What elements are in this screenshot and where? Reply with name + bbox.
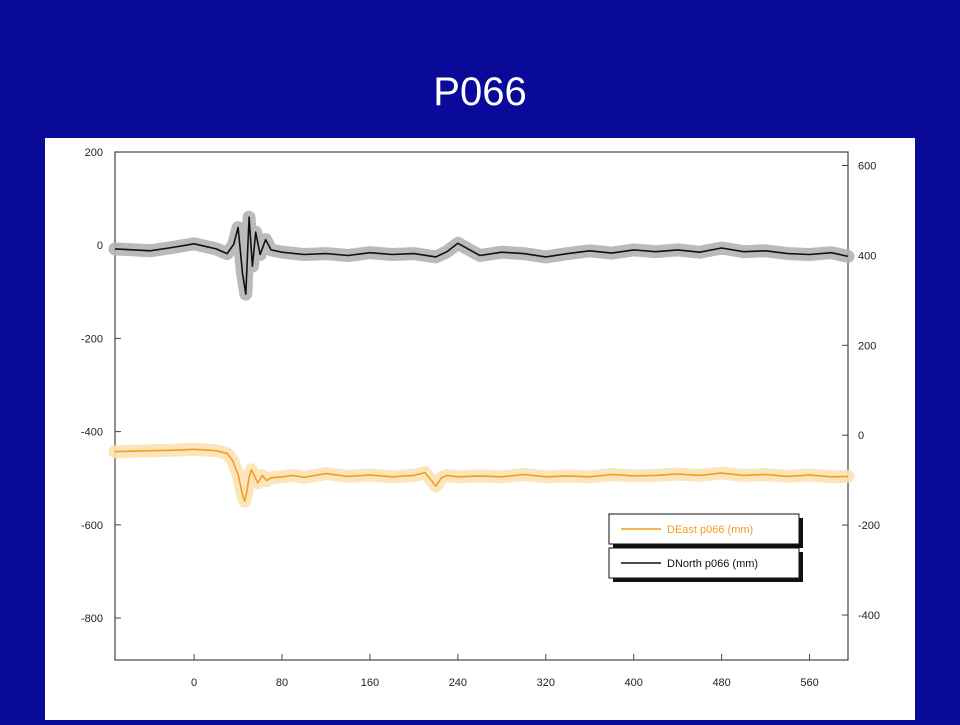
legend: DEast p066 (mm) DNorth p066 (mm) <box>608 513 803 582</box>
left-tick-label: -200 <box>81 333 103 345</box>
left-tick-label: -800 <box>81 613 103 625</box>
plot-panel: 200 0 -200 -400 -600 -800 600 400 200 0 -200 -400 … <box>45 138 915 720</box>
left-tick-label: -600 <box>81 520 103 532</box>
right-tick-label: 400 <box>858 250 876 262</box>
slide-title: P066 <box>433 70 527 114</box>
right-tick-label: -400 <box>858 610 880 622</box>
left-tick-label: 0 <box>97 240 103 252</box>
right-tick-label: -200 <box>858 520 880 532</box>
series-line <box>114 448 849 502</box>
bottom-axis: 0 80 160 240 320 400 480 560 <box>191 654 819 689</box>
legend-label: DEast p066 (mm) <box>667 524 753 536</box>
x-tick-label: 400 <box>625 677 643 689</box>
x-tick-label: 320 <box>537 677 555 689</box>
x-tick-label: 240 <box>449 677 467 689</box>
left-axis: 200 0 -200 -400 -600 -800 <box>81 147 121 625</box>
x-tick-label: 0 <box>191 677 197 689</box>
series-layer <box>108 210 855 508</box>
right-tick-label: 200 <box>858 340 876 352</box>
left-tick-label: -400 <box>81 427 103 439</box>
x-tick-label: 160 <box>361 677 379 689</box>
plot-frame <box>114 151 849 661</box>
left-tick-label: 200 <box>85 147 103 159</box>
legend-label: DNorth p066 (mm) <box>667 558 758 570</box>
series-line <box>114 216 849 295</box>
x-tick-label: 560 <box>800 677 818 689</box>
x-tick-label: 480 <box>712 677 730 689</box>
right-tick-label: 600 <box>858 160 876 172</box>
x-tick-label: 80 <box>276 677 288 689</box>
right-axis: 600 400 200 0 -200 -400 <box>842 160 880 622</box>
right-tick-label: 0 <box>858 430 864 442</box>
